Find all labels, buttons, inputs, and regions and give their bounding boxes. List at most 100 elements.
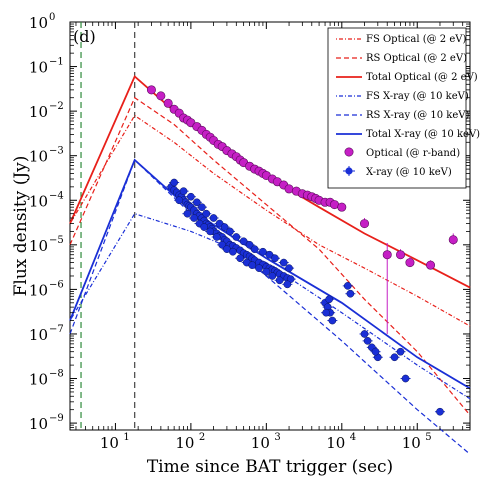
y-tick-exponent: −8 [49,369,64,380]
y-tick-label: 10 [29,237,48,255]
xray-point [390,353,399,362]
optical-point [426,260,436,270]
legend-marker [345,167,353,175]
legend-label: Total Optical (@ 2 eV) [366,72,478,83]
xray-point [283,280,292,289]
y-tick-label: 10 [29,371,48,389]
xray-point [206,227,214,236]
legend: FS Optical (@ 2 eV) RS Optical (@ 2 eV) To… [327,27,480,189]
xray-point [229,247,237,256]
y-tick-label: 10 [29,59,48,77]
xray-point [279,258,288,267]
y-tick-exponent: −4 [49,190,64,201]
xray-point [346,289,355,298]
xray-point [239,237,248,246]
plot-area [69,21,471,455]
xray-point [220,223,229,231]
xray-point [343,282,352,290]
xray-point [179,187,188,196]
x-tick-label: 10 [100,434,119,452]
xray-point [255,264,263,272]
y-tick-exponent: −9 [49,413,64,424]
y-axis-title: Flux density (Jy) [11,156,31,297]
y-tick-label: 10 [29,326,48,344]
xray-point [232,233,241,241]
y-tick-exponent: 0 [49,12,55,23]
xray-point [275,276,284,285]
optical-point [360,219,370,229]
series-line [69,96,471,416]
xray-point [245,240,254,249]
x-tick-exponent: 2 [199,432,205,443]
optical-point [396,250,406,260]
optical-point [146,85,156,95]
xray-point [401,374,410,383]
series-line [69,158,471,455]
y-tick-exponent: −1 [49,57,64,68]
xray-point [175,196,184,205]
xray-point [262,267,271,276]
optical-point [337,202,347,212]
optical-point [405,258,415,268]
reference-lines [80,22,136,430]
legend-label: FS X-ray (@ 10 keV) [366,91,469,102]
y-tick-exponent: −2 [49,101,64,112]
xray-point [322,308,330,317]
xray-point [202,209,211,218]
y-tick-label: 10 [29,281,48,299]
y-tick-label: 10 [29,192,48,210]
y-tick-exponent: −6 [49,279,64,290]
xray-point [271,254,279,263]
x-tick-label: 10 [326,434,345,452]
legend-marker [344,147,354,157]
xray-point [250,245,259,254]
data-points [146,85,458,416]
y-tick-label: 10 [29,415,48,433]
legend-label: RS X-ray (@ 10 keV) [366,110,469,121]
plot-frame [69,21,471,431]
xray-point [226,227,234,236]
x-tick-exponent: 3 [274,432,280,443]
xray-point [396,347,405,356]
y-tick-exponent: −3 [49,146,64,157]
y-tick-exponent: −7 [49,324,64,335]
x-tick-label: 10 [402,434,421,452]
x-axis-title: Time since BAT trigger (sec) [147,457,393,477]
series-line [69,158,471,390]
x-tick-exponent: 4 [350,432,356,443]
xray-point [265,250,274,259]
xray-point [285,264,293,272]
legend-label: Optical (@ r-band) [366,148,460,159]
y-tick-exponent: −5 [49,235,64,246]
y-tick-label: 10 [29,14,48,32]
xray-point [259,247,267,256]
xray-point [236,254,245,263]
series-line [69,114,471,327]
panel-label: (d) [73,27,96,46]
optical-point [382,250,392,260]
xray-point [183,209,192,218]
y-tick-label: 10 [29,103,48,121]
xray-point [193,198,201,207]
xray-point [360,330,369,338]
xray-point [190,214,198,222]
x-tick-label: 10 [175,434,194,452]
x-tick-exponent: 1 [123,432,129,443]
axis-ticks: 10 1 10 2 10 3 10 4 10 510 010 −110 −210 −310 −410 −510… [29,12,471,452]
legend-label: X-ray (@ 10 keV) [366,167,452,178]
xray-point [170,178,178,187]
xray-point [198,203,206,212]
xray-point [363,337,372,345]
xray-point [212,233,221,241]
xray-point [436,407,444,416]
xray-point [268,272,277,280]
x-tick-exponent: 5 [425,432,431,443]
xray-point [325,295,334,304]
xray-point [248,261,257,270]
legend-label: FS Optical (@ 2 eV) [366,34,466,45]
legend-label: RS Optical (@ 2 eV) [366,53,467,64]
xray-point [328,316,337,325]
xray-point [200,223,209,231]
y-tick-label: 10 [29,148,48,166]
optical-point [156,91,166,101]
